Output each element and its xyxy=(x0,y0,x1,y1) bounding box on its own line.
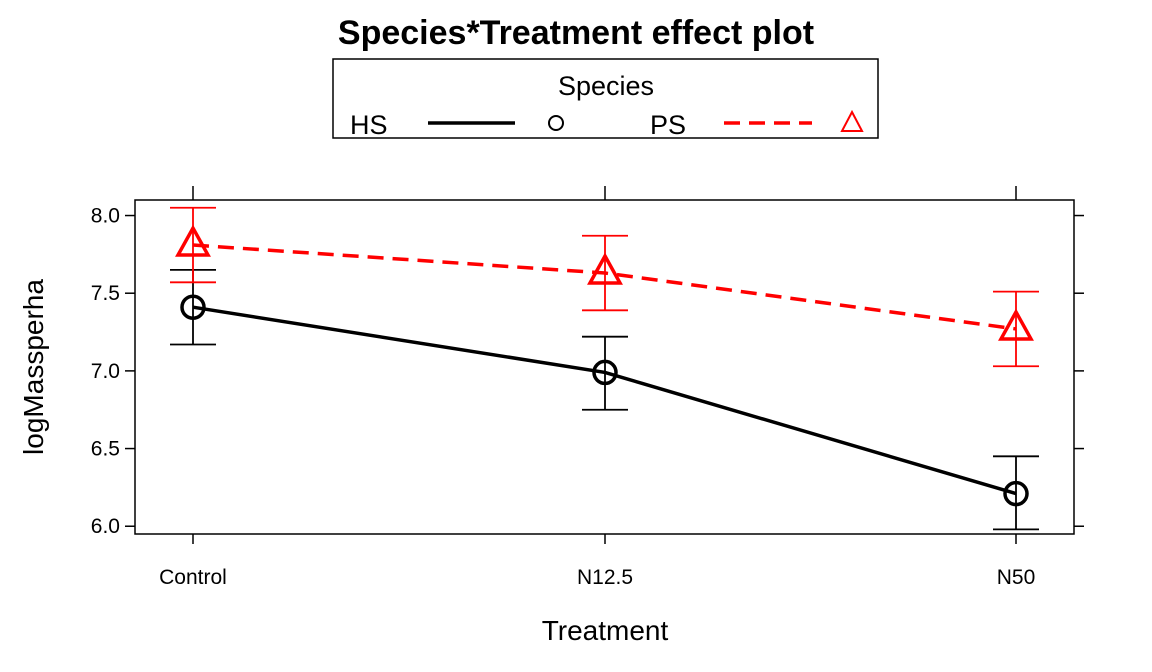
y-tick-label: 8.0 xyxy=(91,205,120,228)
data-point-hs xyxy=(180,294,206,320)
data-point-hs xyxy=(592,359,618,386)
chart-title: Species*Treatment effect plot xyxy=(338,14,814,52)
series-layer xyxy=(170,206,1039,531)
y-tick-label: 6.0 xyxy=(91,515,120,538)
data-point-ps xyxy=(998,308,1034,341)
legend-label-ps: PS xyxy=(650,110,686,140)
data-point-hs xyxy=(1003,480,1029,507)
legend-label-hs: HS xyxy=(350,110,388,140)
legend-box xyxy=(332,58,879,139)
data-point-ps xyxy=(175,224,211,257)
y-tick-label: 7.0 xyxy=(91,360,120,383)
legend-title: Species xyxy=(558,71,654,101)
axes-layer: 6.0 6.5 7.0 7.5 8.0 Control N12.5 N50 xyxy=(91,186,1084,589)
legend: Species HS PS xyxy=(332,58,879,140)
y-tick-label: 7.5 xyxy=(91,282,120,305)
legend-marker-ps xyxy=(840,109,864,132)
x-axis-label: Treatment xyxy=(542,615,669,646)
x-tick-label: N50 xyxy=(997,566,1036,589)
y-tick-label: 6.5 xyxy=(91,438,120,461)
x-tick-label: N12.5 xyxy=(577,566,633,589)
legend-marker-hs xyxy=(548,115,564,131)
y-axis-label: logMassperha xyxy=(18,279,49,455)
data-point-ps xyxy=(587,252,623,285)
x-tick-label: Control xyxy=(159,566,227,589)
